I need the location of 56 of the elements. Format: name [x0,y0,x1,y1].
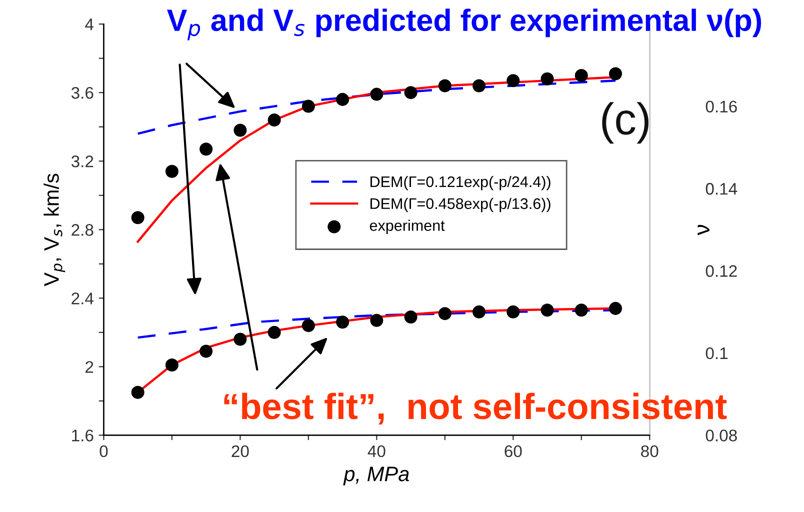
point [609,67,622,80]
point [438,307,452,320]
point [404,310,418,324]
point [234,124,247,137]
y-tick-label: 2 [86,361,94,373]
y-tick-label: 3.2 [71,156,94,168]
point [234,332,247,346]
x-tick-label: 60 [504,445,522,458]
x-tick-label: 0 [100,445,108,458]
point [472,305,486,318]
legend-label: experiment [370,220,445,234]
point [438,79,452,92]
point [506,305,520,318]
point [131,386,144,399]
point [200,142,213,156]
y2-tick-label: 0.12 [706,265,737,277]
point [131,211,144,224]
y-axis-title: V$_{p}$, V$_{s}$, km/s [44,174,66,286]
point [302,319,315,332]
point [609,302,622,315]
point [165,164,178,178]
annotation: (c) [602,102,648,144]
y-tick-label: 3.6 [71,86,94,99]
y-tick-label: 4 [85,18,94,30]
y2-tick-label: 0.14 [706,182,738,195]
y2-axis-title: ν [698,224,710,236]
chart-title: V$_{p}$ and V$_{s}$ predicted for experimental ν(p) [167,8,762,40]
point [302,100,315,113]
annotation: “best fit”, not self-consistent [224,392,727,425]
point [506,74,520,88]
point [370,88,384,101]
y2-tick-label: 0.08 [706,430,737,442]
x-tick-label: 40 [368,445,386,458]
legend-label: DEM(Γ=0.458exp(-p/13.6)) [370,198,550,212]
point [165,358,178,372]
point [472,79,486,92]
point [540,304,554,317]
y-tick-label: 2.8 [72,224,94,236]
point [268,113,281,126]
point [404,86,418,100]
x-tick-label: 80 [641,445,658,458]
point [336,92,350,106]
y2-tick-label: 0.16 [706,100,737,112]
point [574,68,588,82]
y-tick-label: 2.4 [72,292,94,304]
point [574,304,588,317]
point [336,316,350,329]
legend-label: DEM(Γ=0.121exp(-p/24.4)) [370,176,550,190]
point [268,326,281,339]
x-tick-label: 20 [232,445,249,458]
y-tick-label: 1.6 [72,430,94,442]
point [370,314,384,327]
point [540,72,554,86]
x-axis-title: p, MPa [343,466,409,486]
y2-tick-label: 0.1 [706,347,728,360]
point [200,344,213,358]
